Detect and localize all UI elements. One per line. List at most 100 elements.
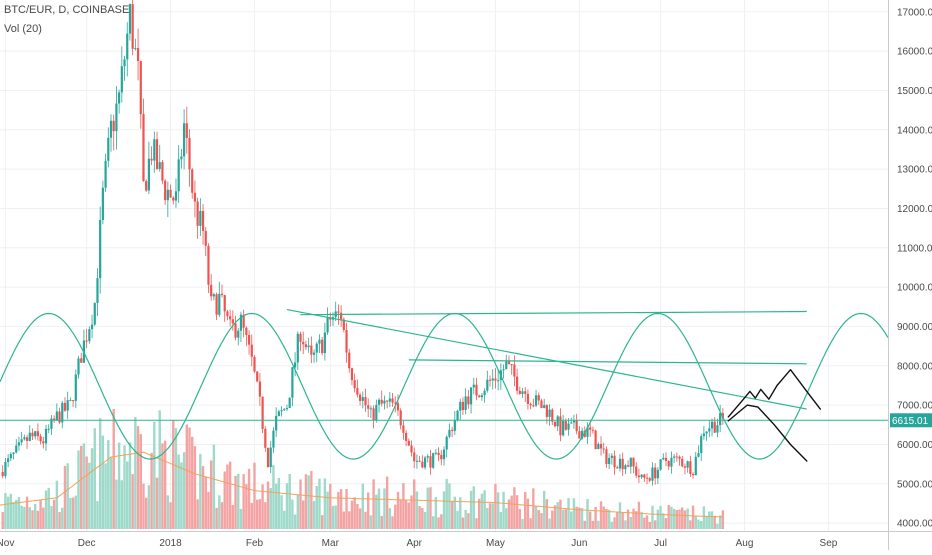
y-tick-label: 15000.00 xyxy=(897,86,932,97)
volume-bar xyxy=(220,502,224,529)
candle-body xyxy=(256,371,259,382)
candle-body xyxy=(372,408,375,421)
candle-body xyxy=(421,461,424,468)
candle-body xyxy=(551,409,554,422)
volume-bar xyxy=(529,518,532,529)
candle-body xyxy=(518,390,521,394)
candle-body xyxy=(280,410,283,412)
volume-bar xyxy=(656,509,660,529)
volume-bar xyxy=(31,510,34,529)
volume-bar xyxy=(185,424,189,529)
candle-body xyxy=(277,411,280,416)
candle-body xyxy=(434,452,437,454)
candle-body xyxy=(180,156,183,160)
candle-body xyxy=(537,395,540,401)
candle-body xyxy=(142,114,145,182)
volume-bar xyxy=(505,508,508,529)
candle-body xyxy=(451,429,454,431)
volume-bar xyxy=(594,506,597,529)
candle-body xyxy=(31,432,34,437)
candle-body xyxy=(158,162,161,169)
candle-body xyxy=(502,369,505,371)
candle-body xyxy=(17,442,21,446)
volume-bar xyxy=(47,487,50,529)
volume-bar xyxy=(90,448,94,529)
candle-body xyxy=(218,293,221,315)
candle-body xyxy=(423,457,427,468)
candle-body xyxy=(613,455,616,468)
candle-body xyxy=(340,312,343,320)
candle-body xyxy=(25,437,29,441)
volume-bar xyxy=(713,515,716,529)
volume-bar xyxy=(293,514,297,529)
interval: D xyxy=(58,4,67,16)
candle-body xyxy=(128,4,132,34)
volume-ma-line xyxy=(0,451,723,518)
candle-body xyxy=(71,400,75,402)
volume-bar xyxy=(635,511,638,529)
candle-body xyxy=(494,378,497,381)
candle-body xyxy=(510,364,513,366)
x-tick-label: Apr xyxy=(406,538,422,549)
candle-body xyxy=(50,418,53,429)
candle-body xyxy=(505,361,508,370)
x-tick-label: Jun xyxy=(571,538,587,549)
volume-bar xyxy=(302,500,305,529)
volume-bar xyxy=(296,494,300,529)
volume-bar xyxy=(483,490,486,529)
candle-body xyxy=(719,413,722,426)
volume-bar xyxy=(128,442,132,529)
candle-body xyxy=(139,61,142,115)
volume-bar xyxy=(426,487,429,529)
volume-bar xyxy=(348,511,351,529)
candle-body xyxy=(413,452,416,462)
volume-bar xyxy=(218,495,221,529)
volume-bar xyxy=(242,474,245,529)
candle-body xyxy=(659,459,662,470)
volume-bar xyxy=(651,505,654,529)
volume-bar xyxy=(364,511,367,529)
candle-body xyxy=(55,411,58,421)
y-tick-label: 12000.00 xyxy=(897,204,932,215)
candle-body xyxy=(591,429,595,431)
y-tick-label: 9000.00 xyxy=(897,322,932,333)
volume-bar xyxy=(499,512,503,529)
candle-body xyxy=(478,395,481,398)
volume-bar xyxy=(342,511,346,529)
volume-bar xyxy=(394,504,397,529)
volume-bar xyxy=(50,506,53,529)
volume-bar xyxy=(318,478,321,529)
y-tick-label: 11000.00 xyxy=(897,243,932,254)
volume-bar xyxy=(253,462,256,529)
volume-bar xyxy=(369,515,373,529)
volume-bar xyxy=(161,443,164,529)
y-tick-label: 17000.00 xyxy=(897,7,932,18)
volume-bar xyxy=(4,493,7,529)
volume-bar xyxy=(80,445,83,529)
candle-body xyxy=(524,391,527,394)
volume-bar xyxy=(139,434,142,529)
candle-body xyxy=(350,368,354,381)
candle-body xyxy=(480,395,484,398)
candle-body xyxy=(472,384,475,388)
candle-body xyxy=(258,381,262,397)
candle-body xyxy=(486,379,489,391)
candle-body xyxy=(329,317,332,320)
volume-bar xyxy=(375,494,378,529)
candle-body xyxy=(437,452,440,456)
candle-body xyxy=(358,394,362,401)
candle-body xyxy=(234,323,237,338)
volume-bar xyxy=(664,518,668,529)
volume-bar xyxy=(52,499,56,529)
x-tick-label: Sep xyxy=(820,538,838,549)
candle-body xyxy=(681,458,684,467)
candle-body xyxy=(608,458,611,465)
volume-bar xyxy=(215,507,218,529)
volume-bar xyxy=(337,491,340,529)
candle-body xyxy=(307,345,310,348)
volume-bar xyxy=(467,513,470,529)
candle-body xyxy=(497,380,500,382)
candle-body xyxy=(42,441,45,444)
